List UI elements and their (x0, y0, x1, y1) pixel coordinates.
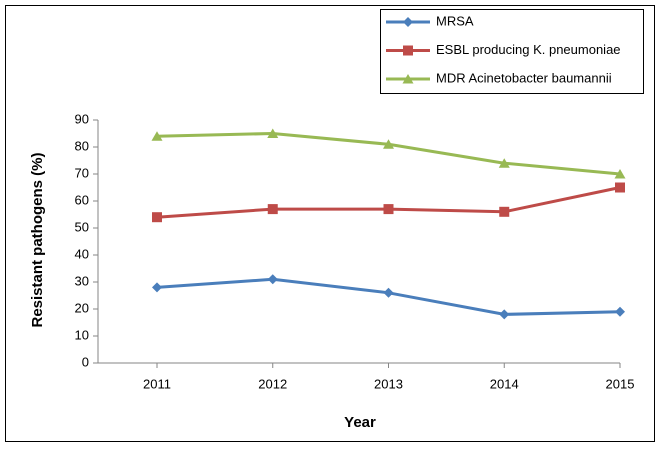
y-tick-label: 70 (75, 165, 89, 180)
marker (152, 282, 162, 293)
x-tick-label: 2014 (490, 376, 519, 391)
y-tick-label: 50 (75, 219, 89, 234)
marker (498, 158, 510, 168)
y-tick-label: 40 (75, 246, 89, 261)
x-axis-title: Year (344, 414, 376, 431)
marker (499, 309, 510, 320)
y-tick-label: 20 (75, 300, 89, 315)
marker (383, 139, 394, 149)
marker (267, 204, 278, 215)
marker (403, 17, 413, 27)
x-tick-label: 2011 (143, 376, 171, 391)
marker (499, 206, 510, 217)
marker (615, 182, 625, 193)
y-tick-label: 10 (75, 327, 89, 342)
y-tick-label: 0 (82, 354, 89, 369)
marker (267, 274, 278, 285)
marker (383, 287, 394, 298)
marker (151, 131, 163, 141)
x-tick-label: 2015 (606, 376, 635, 391)
x-tick-label: 2012 (258, 376, 287, 391)
y-axis-title: Resistant pathogens (%) (29, 152, 46, 327)
legend-label: MRSA (436, 13, 474, 28)
marker (152, 212, 162, 223)
y-tick-label: 80 (75, 138, 89, 153)
legend-label: MDR Acinetobacter baumannii (436, 70, 612, 85)
marker (383, 204, 394, 215)
y-tick-label: 30 (75, 273, 89, 288)
marker (402, 74, 414, 84)
marker (403, 45, 413, 56)
y-tick-label: 90 (75, 111, 89, 126)
legend-label: ESBL producing K. pneumoniae (436, 42, 621, 57)
marker (267, 128, 279, 138)
x-tick-label: 2013 (374, 376, 403, 391)
marker (615, 306, 625, 317)
marker (614, 169, 626, 179)
y-tick-label: 60 (75, 192, 89, 207)
